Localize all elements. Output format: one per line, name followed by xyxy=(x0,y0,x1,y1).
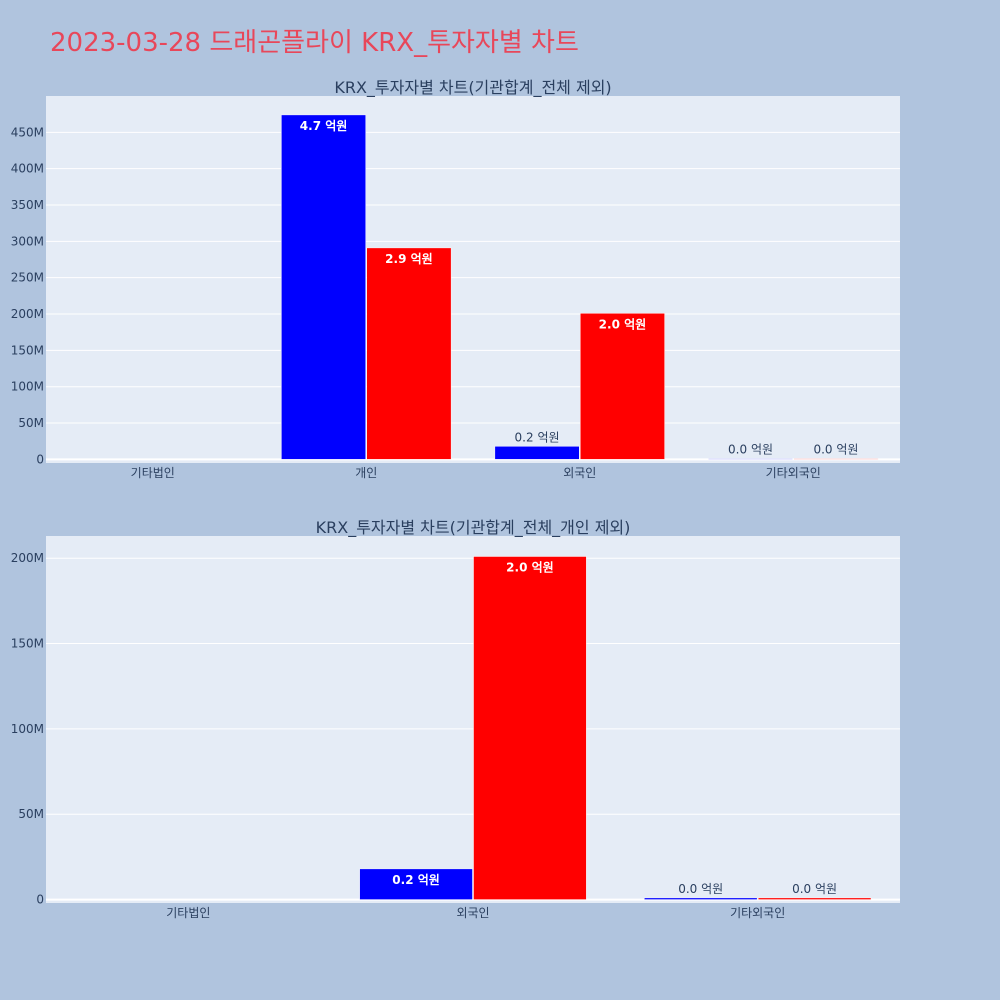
y-tick-label: 150M xyxy=(11,637,44,651)
y-tick-label: 0 xyxy=(36,893,44,907)
y-tick-label: 50M xyxy=(18,416,44,430)
y-tick-label: 250M xyxy=(11,271,44,285)
y-tick-label: 450M xyxy=(11,125,44,139)
y-tick-label: 50M xyxy=(18,807,44,821)
bar xyxy=(473,556,587,900)
x-tick-label: 외국인 xyxy=(563,466,596,480)
chart-2: 0 50M 100M 150M 200M KRX_투자자별 차트(기관합계_전체_개인 제… xyxy=(11,518,900,920)
y-tick-label: 0 xyxy=(36,452,44,466)
y-tick-label: 200M xyxy=(11,551,44,565)
bar xyxy=(757,897,872,900)
y-tick-label: 150M xyxy=(11,343,44,357)
chart-title: KRX_투자자별 차트(기관합계_전체_개인 제외) xyxy=(316,518,631,538)
bar-data-label: 0.0 억원 xyxy=(678,882,723,896)
bar-data-label: 2.0 억원 xyxy=(599,317,647,331)
bar xyxy=(580,313,665,460)
x-tick-label: 개인 xyxy=(355,466,377,480)
bar xyxy=(281,114,367,460)
x-tick-label: 기타법인 xyxy=(131,466,175,480)
chart-title: KRX_투자자별 차트(기관합계_전체 제외) xyxy=(334,78,611,98)
plot-area xyxy=(46,96,900,463)
bar-data-label: 4.7 억원 xyxy=(300,119,348,133)
y-tick-label: 300M xyxy=(11,234,44,248)
bar xyxy=(793,458,879,460)
bar-data-label: 2.0 억원 xyxy=(506,560,554,574)
bar-data-label: 0.0 억원 xyxy=(792,882,837,896)
bar-data-label: 2.9 억원 xyxy=(385,252,433,266)
bar xyxy=(359,868,473,900)
bar xyxy=(366,247,452,460)
x-tick-label: 기타외국인 xyxy=(766,466,821,480)
x-tick-label: 기타법인 xyxy=(166,906,210,920)
plot-area xyxy=(46,536,900,903)
bar xyxy=(708,458,793,460)
bar-data-label: 0.2 억원 xyxy=(515,430,560,444)
y-tick-label: 100M xyxy=(11,380,44,394)
x-tick-label: 기타외국인 xyxy=(730,906,785,920)
x-tick-label: 외국인 xyxy=(456,906,489,920)
y-tick-label: 350M xyxy=(11,198,44,212)
y-tick-label: 100M xyxy=(11,722,44,736)
bar-data-label: 0.0 억원 xyxy=(813,443,858,457)
bar-data-label: 0.0 억원 xyxy=(728,443,773,457)
y-tick-label: 400M xyxy=(11,162,44,176)
chart-1: 0 50M 100M 150M 200M 250M 300M 350M 400M 450M KRX_… xyxy=(11,78,900,480)
bar xyxy=(494,446,580,460)
y-tick-label: 200M xyxy=(11,307,44,321)
page-title: 2023-03-28 드래곤플라이 KRX_투자자별 차트 xyxy=(50,28,579,58)
bar-data-label: 0.2 억원 xyxy=(392,873,440,887)
bar xyxy=(644,897,758,900)
